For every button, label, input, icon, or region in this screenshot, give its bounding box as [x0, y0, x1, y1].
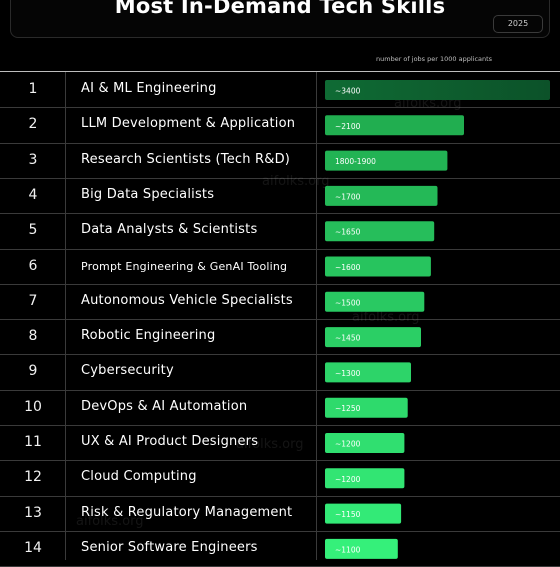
bar-value-label: ~1200: [335, 475, 361, 484]
bar: [325, 538, 398, 559]
bar: [325, 115, 464, 136]
rank-number: 12: [24, 469, 42, 485]
rank-number: 2: [28, 116, 38, 132]
category-label: UX & AI Product Designers: [81, 434, 259, 449]
bar: [325, 291, 425, 312]
category-label: Cloud Computing: [81, 469, 197, 484]
bar-value-label: 1800-1900: [335, 157, 376, 166]
rank-number: 11: [24, 434, 42, 450]
rank-number: 14: [24, 540, 42, 556]
bar-value-label: ~2100: [335, 122, 361, 131]
row-separator: [0, 425, 560, 426]
watermark: aifolks.org: [76, 514, 144, 529]
category-label: Risk & Regulatory Management: [81, 505, 293, 520]
bar-value-label: ~1150: [335, 510, 361, 519]
bar-value-label: ~1300: [335, 369, 361, 378]
rank-number: 9: [28, 363, 38, 379]
bar: [325, 433, 405, 453]
bar: [325, 397, 408, 418]
chart-title: Most In-Demand Tech Skills: [114, 0, 446, 16]
rank-number: 13: [24, 505, 42, 521]
rank-number: 7: [28, 293, 38, 309]
category-label: Research Scientists (Tech R&D): [81, 152, 291, 167]
bar: [325, 327, 421, 348]
year-badge: 2025: [493, 15, 543, 33]
table-top-line: [0, 71, 560, 72]
label-column-divider: [316, 72, 317, 560]
row-separator: [0, 460, 560, 461]
category-label: Senior Software Engineers: [81, 540, 258, 555]
category-label: LLM Development & Application: [81, 116, 296, 131]
row-separator: [0, 249, 560, 250]
row-separator: [0, 390, 560, 391]
row-separator: [0, 531, 560, 532]
category-label: DevOps & AI Automation: [81, 399, 248, 414]
bar: [325, 150, 448, 171]
rank-number: 5: [28, 222, 38, 238]
rank-number: 8: [28, 328, 38, 344]
row-separator: [0, 319, 560, 320]
bar-value-label: ~1650: [335, 228, 361, 237]
watermark: aifolks.org: [262, 174, 330, 189]
bar: [325, 503, 402, 524]
row-separator: [0, 143, 560, 144]
category-label: Big Data Specialists: [81, 187, 215, 202]
row-separator: [0, 178, 560, 179]
watermark: aifolks.org: [352, 310, 420, 325]
category-label: Robotic Engineering: [81, 328, 216, 343]
bar-value-label: ~1600: [335, 263, 361, 272]
category-label: AI & ML Engineering: [81, 81, 217, 96]
rank-number: 1: [28, 81, 38, 97]
bar-value-label: ~1450: [335, 334, 361, 343]
row-separator: [0, 213, 560, 214]
bar-value-label: ~1200: [335, 440, 361, 449]
bar-value-label: ~1700: [335, 192, 361, 201]
bar-value-label: ~1100: [335, 545, 361, 554]
row-separator: [0, 496, 560, 497]
rank-number: 6: [28, 258, 38, 274]
row-separator: [0, 284, 560, 285]
bar: [325, 256, 431, 277]
row-separator: [0, 354, 560, 355]
rank-number: 3: [28, 152, 38, 168]
category-label: Prompt Engineering & GenAI Tooling: [81, 260, 288, 273]
bar: [325, 468, 405, 489]
row-separator: [0, 107, 560, 108]
bar: [325, 80, 550, 100]
bar: [325, 185, 438, 206]
rank-column-divider: [65, 72, 66, 560]
axis-note: number of jobs per 1000 applicants: [376, 55, 493, 63]
watermark: aifolks.org: [236, 437, 304, 452]
bar: [325, 221, 435, 242]
category-label: Data Analysts & Scientists: [81, 222, 258, 237]
bar-value-label: ~3400: [335, 87, 361, 96]
rank-number: 4: [28, 187, 38, 203]
header-box: [10, 0, 550, 38]
category-label: Autonomous Vehicle Specialists: [81, 293, 293, 308]
bar-value-label: ~1500: [335, 298, 361, 307]
bar-value-label: ~1250: [335, 404, 361, 413]
bar: [325, 362, 411, 383]
category-label: Cybersecurity: [81, 363, 174, 378]
title-clip: Most In-Demand Tech Skills: [0, 0, 560, 16]
rank-number: 10: [24, 399, 42, 415]
